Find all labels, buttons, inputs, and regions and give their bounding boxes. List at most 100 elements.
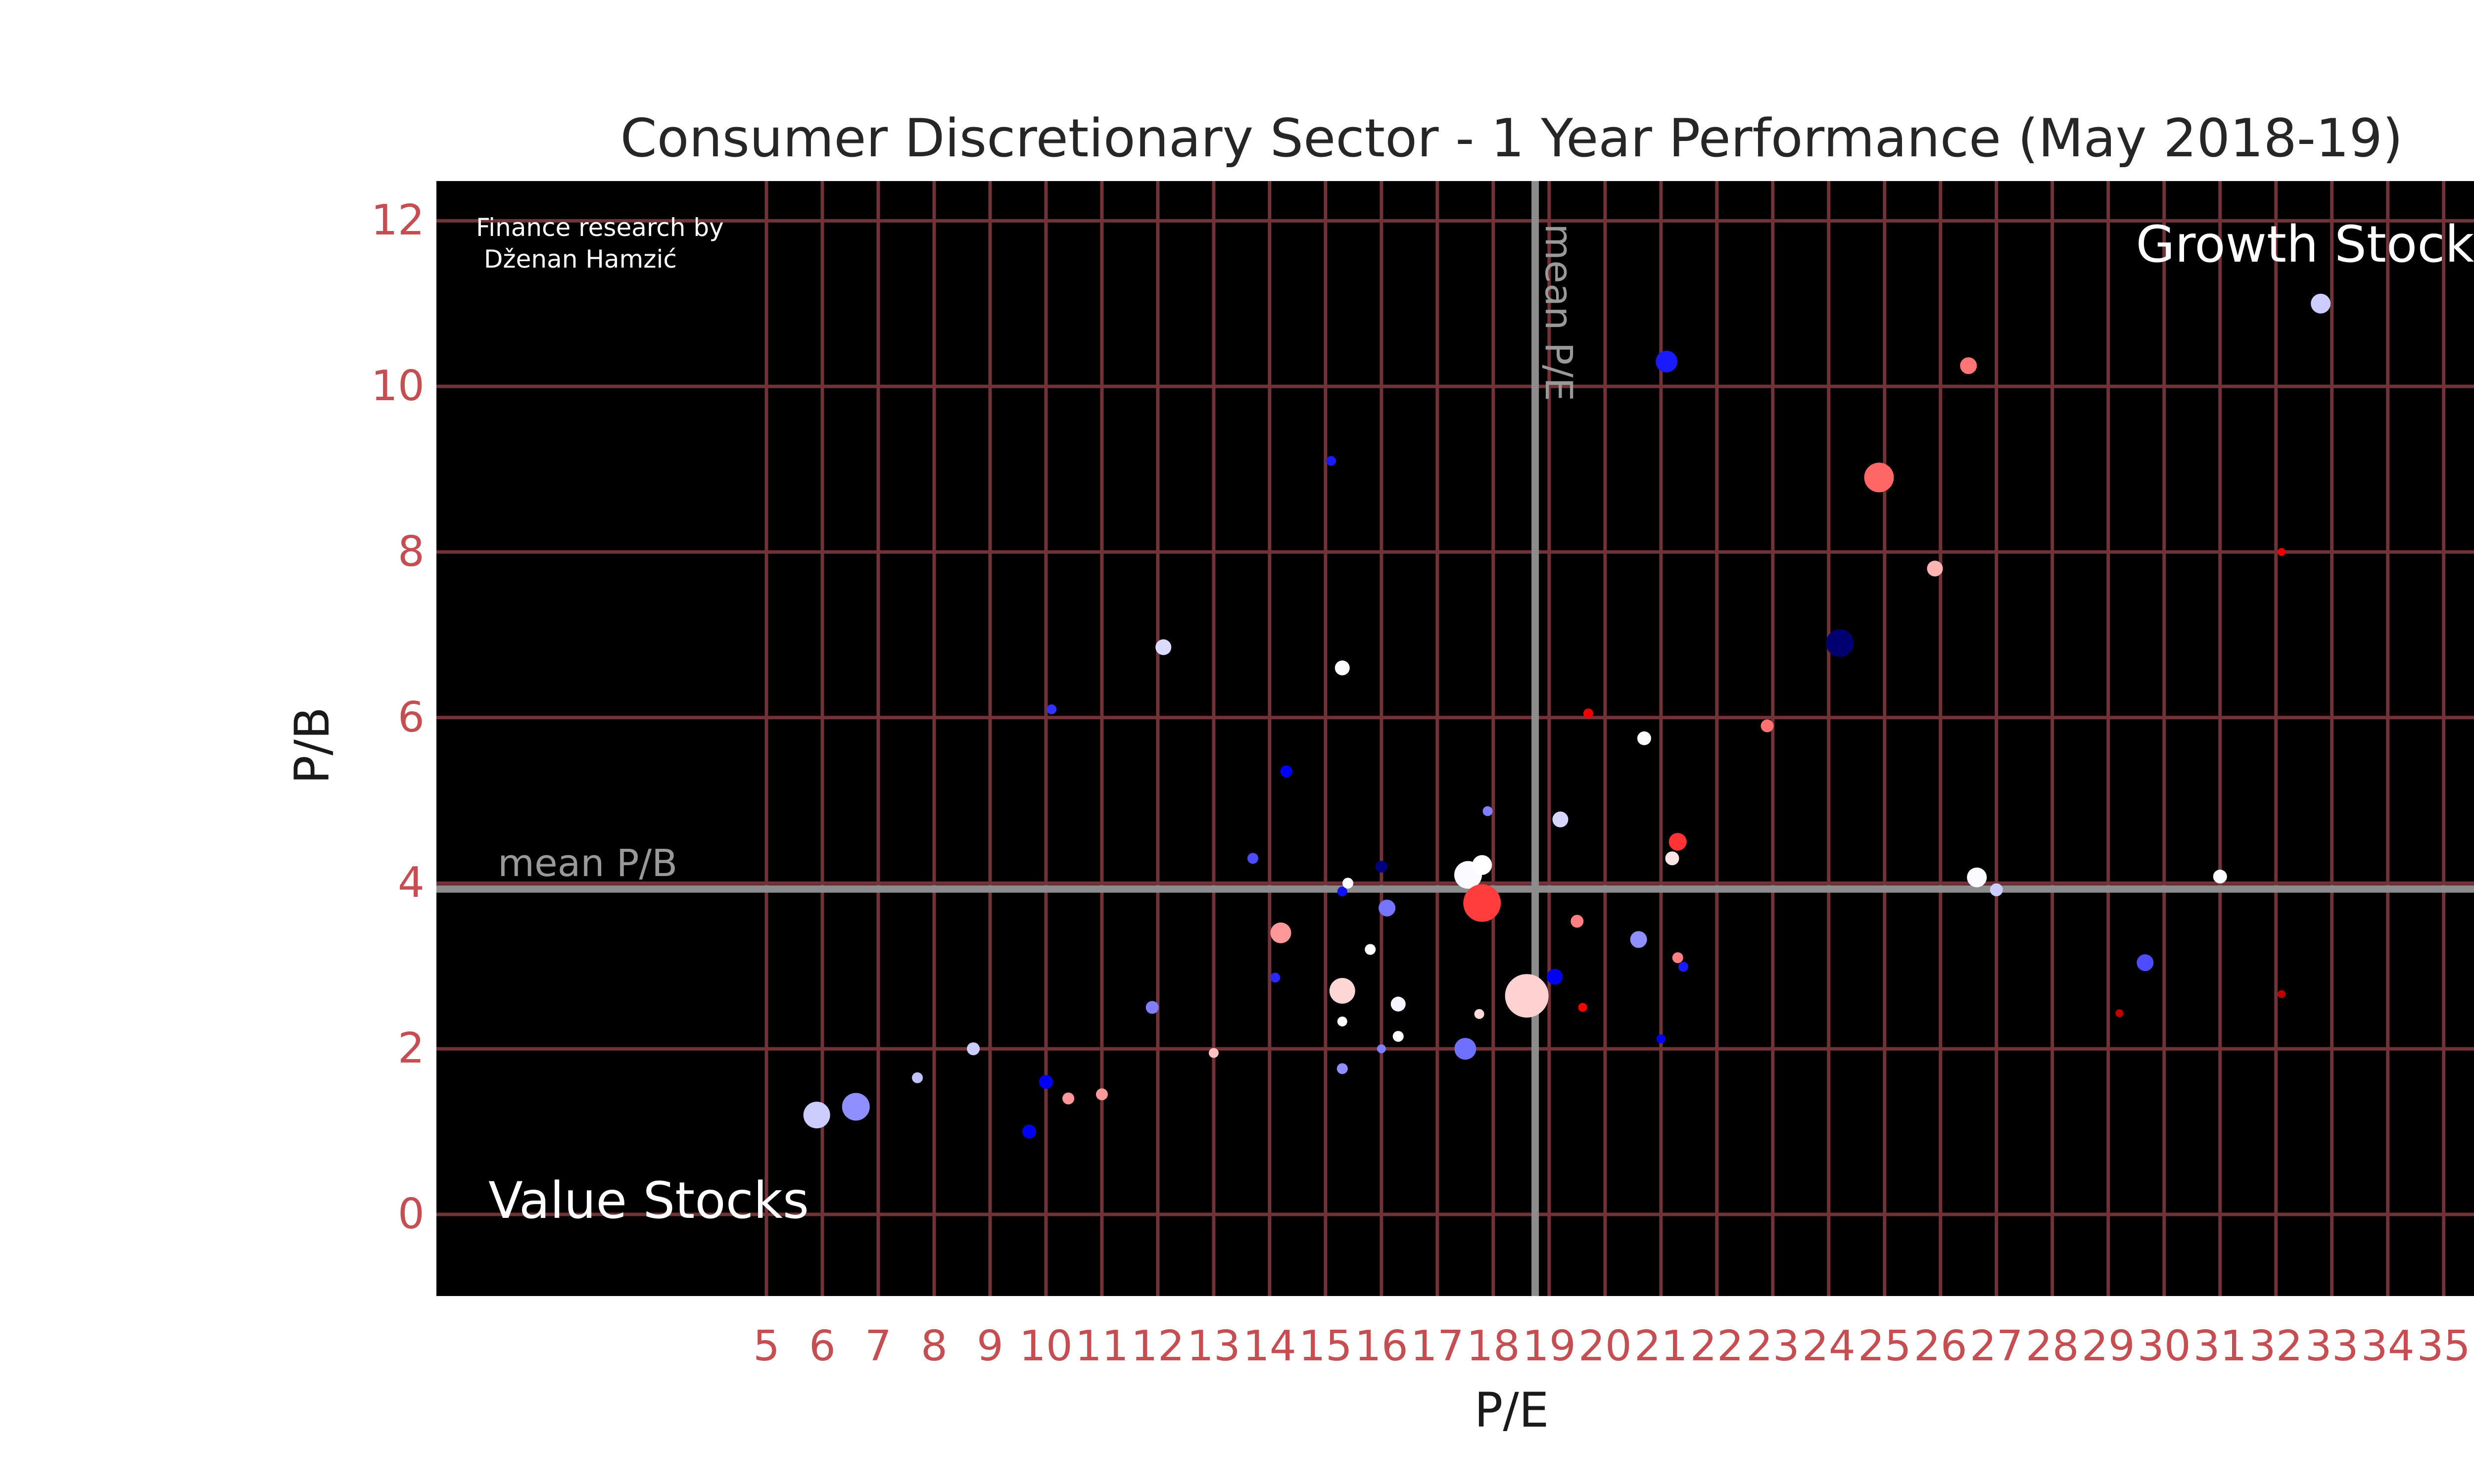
x-tick-label: 5 xyxy=(753,1322,780,1371)
x-tick-label: 33 xyxy=(2305,1322,2359,1371)
scatter-point xyxy=(1927,560,1943,577)
scatter-point xyxy=(1280,765,1292,778)
x-tick-label: 29 xyxy=(2081,1322,2135,1371)
scatter-point xyxy=(803,1102,830,1129)
x-tick-label: 20 xyxy=(1578,1322,1632,1371)
scatter-point xyxy=(1960,357,1977,374)
scatter-points xyxy=(803,293,2331,1139)
x-tick-label: 16 xyxy=(1354,1322,1408,1371)
x-tick-label: 22 xyxy=(1690,1322,1744,1371)
scatter-point xyxy=(1337,1016,1347,1026)
scatter-point xyxy=(1864,463,1894,493)
scatter-point xyxy=(1552,811,1569,828)
scatter-point xyxy=(1270,922,1291,943)
scatter-point xyxy=(1375,860,1387,873)
y-tick-label: 10 xyxy=(371,362,425,411)
x-tick-label: 19 xyxy=(1522,1322,1576,1371)
x-tick-label: 28 xyxy=(2025,1322,2079,1371)
y-tick-label: 8 xyxy=(397,527,425,576)
scatter-point xyxy=(1656,1034,1665,1044)
x-tick-label: 15 xyxy=(1298,1322,1352,1371)
growth-stocks-label: Growth Stocks xyxy=(2136,215,2474,274)
scatter-point xyxy=(1270,973,1281,983)
scatter-point xyxy=(1390,996,1406,1012)
credit-line1: Finance research by xyxy=(476,213,724,242)
scatter-point xyxy=(842,1093,870,1121)
y-tick-label: 12 xyxy=(371,196,425,245)
scatter-point xyxy=(1672,952,1683,964)
scatter-point xyxy=(1377,1044,1386,1054)
scatter-point xyxy=(912,1072,923,1083)
scatter-point xyxy=(1365,944,1376,955)
scatter-point xyxy=(1022,1124,1037,1139)
scatter-point xyxy=(1578,1003,1587,1012)
x-tick-label: 18 xyxy=(1466,1322,1520,1371)
scatter-point xyxy=(2137,954,2154,972)
scatter-point xyxy=(1826,629,1854,657)
scatter-point xyxy=(1547,969,1563,985)
scatter-point xyxy=(2278,990,2286,998)
x-tick-label: 12 xyxy=(1131,1322,1185,1371)
scatter-point xyxy=(2278,548,2286,556)
y-tick-label: 6 xyxy=(397,693,425,742)
scatter-point xyxy=(1656,350,1678,372)
scatter-point xyxy=(2311,293,2331,314)
x-tick-label: 27 xyxy=(1969,1322,2023,1371)
scatter-point xyxy=(1062,1092,1075,1105)
x-tick-label: 30 xyxy=(2137,1322,2191,1371)
scatter-point xyxy=(1668,833,1687,851)
scatter-point xyxy=(2115,1009,2124,1018)
scatter-point xyxy=(1583,708,1593,719)
scatter-point xyxy=(1329,978,1355,1004)
scatter-point xyxy=(1482,806,1493,816)
scatter-point xyxy=(1472,855,1492,875)
scatter-point xyxy=(1095,1088,1108,1101)
scatter-point xyxy=(1247,853,1259,864)
scatter-point xyxy=(1326,456,1336,466)
scatter-point xyxy=(1337,886,1347,897)
x-tick-label: 9 xyxy=(976,1322,1003,1371)
scatter-point xyxy=(1570,915,1584,928)
scatter-point xyxy=(1990,883,2003,896)
x-tick-label: 14 xyxy=(1242,1322,1296,1371)
x-tick-label: 21 xyxy=(1634,1322,1688,1371)
scatter-point xyxy=(1454,1038,1476,1060)
scatter-point xyxy=(1392,1031,1404,1042)
credit-line2: Dženan Hamzić xyxy=(476,245,677,274)
x-tick-label: 8 xyxy=(920,1322,948,1371)
scatter-point xyxy=(1039,1075,1053,1089)
credit-annotation: Finance research by Dženan Hamzić xyxy=(476,212,724,275)
scatter-point xyxy=(1665,851,1679,866)
gridlines xyxy=(436,181,2474,1296)
scatter-point xyxy=(1334,660,1350,676)
scatter-point xyxy=(1967,867,1987,887)
scatter-point xyxy=(1342,878,1354,889)
scatter-point xyxy=(1630,931,1647,948)
x-tick-label: 25 xyxy=(1857,1322,1911,1371)
x-tick-label: 36 xyxy=(2473,1322,2474,1371)
x-tick-label: 6 xyxy=(809,1322,836,1371)
mean-lines xyxy=(436,181,2474,1296)
scatter-point xyxy=(1155,639,1172,655)
x-tick-label: 17 xyxy=(1410,1322,1464,1371)
x-tick-label: 7 xyxy=(864,1322,892,1371)
scatter-point xyxy=(1208,1048,1219,1058)
scatter-point xyxy=(1145,1001,1159,1014)
scatter-point xyxy=(1637,731,1651,745)
value-stocks-label: Value Stocks xyxy=(488,1171,809,1230)
scatter-plot xyxy=(436,181,2474,1296)
scatter-point xyxy=(1760,719,1774,733)
x-tick-label: 34 xyxy=(2361,1322,2415,1371)
plot-area: Finance research by Dženan Hamzić xyxy=(436,181,2474,1296)
x-tick-label: 11 xyxy=(1075,1322,1129,1371)
scatter-point xyxy=(1047,704,1057,714)
scatter-point xyxy=(1505,974,1549,1018)
x-tick-label: 10 xyxy=(1019,1322,1073,1371)
scatter-point xyxy=(1678,962,1689,972)
scatter-point xyxy=(1336,1063,1348,1074)
mean-pe-label: mean P/E xyxy=(1537,224,1581,402)
x-tick-label: 35 xyxy=(2417,1322,2471,1371)
x-tick-label: 23 xyxy=(1746,1322,1800,1371)
x-axis-label: P/E xyxy=(1474,1383,1549,1438)
